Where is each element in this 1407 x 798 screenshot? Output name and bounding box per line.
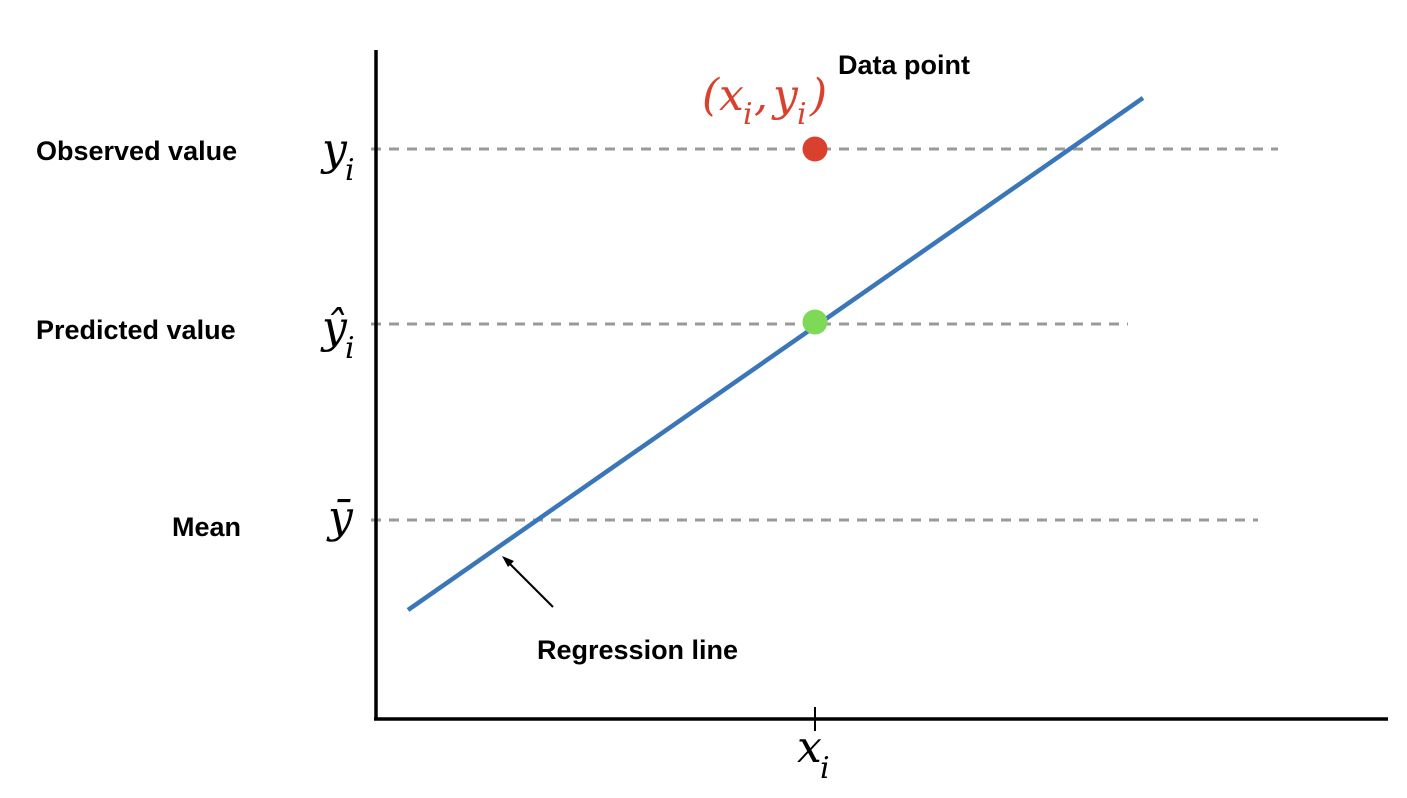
observed-value-label: Observed value — [36, 136, 237, 166]
regression-line-label: Regression line — [537, 635, 738, 665]
observed-y-subscript: i — [345, 153, 355, 188]
predicted-point — [802, 309, 828, 335]
coord-x-symbol: x — [719, 70, 744, 121]
mean-y-bar-symbol: ȳ — [326, 492, 354, 543]
coord-y-symbol: y — [771, 70, 799, 121]
data-point-label: Data point — [838, 50, 970, 80]
predicted-y-hat-symbol: ŷ — [320, 302, 348, 353]
coord-x-subscript: i — [743, 97, 753, 132]
regression-arrow-head — [502, 556, 514, 567]
regression-line — [406, 96, 1145, 612]
x-tick-subscript: i — [820, 751, 830, 786]
regression-arrow-shaft — [508, 562, 554, 608]
observed-y-symbol: y — [320, 124, 348, 175]
predicted-value-label: Predicted value — [36, 315, 236, 345]
mean-label: Mean — [172, 512, 241, 542]
predicted-y-subscript: i — [345, 331, 355, 366]
x-tick-symbol: x — [797, 722, 822, 773]
coord-comma: , — [754, 70, 768, 121]
coord-y-subscript: i — [797, 97, 807, 132]
coord-close-paren: ) — [809, 70, 827, 121]
coord-open-paren: ( — [702, 70, 720, 121]
data-point — [802, 136, 828, 162]
